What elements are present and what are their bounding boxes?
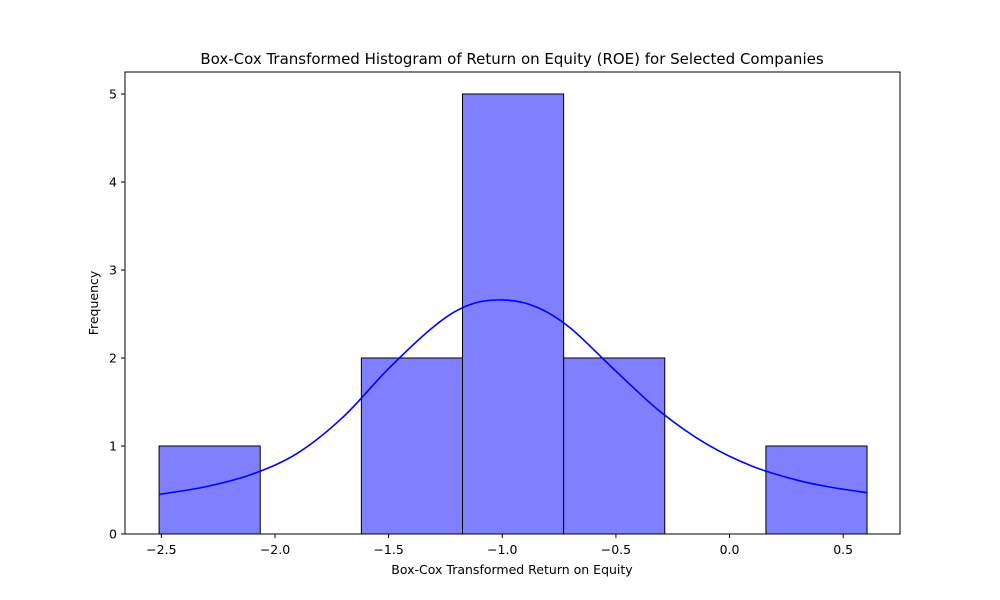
histogram-bar — [462, 93, 565, 535]
y-axis-ticks: 0 1 2 3 4 5 — [109, 87, 125, 542]
y-axis-label: Frequency — [86, 270, 101, 335]
y-tick-label: 5 — [109, 87, 117, 102]
x-tick-label: 0.5 — [833, 542, 853, 557]
y-tick-label: 1 — [109, 439, 117, 454]
histogram-bar — [563, 357, 666, 535]
y-tick-label: 2 — [109, 351, 117, 366]
x-axis-ticks: −2.5 −2.0 −1.5 −1.0 −0.5 0.0 0.5 — [146, 534, 853, 557]
chart-title: Box-Cox Transformed Histogram of Return … — [200, 50, 824, 68]
x-tick-label: −1.0 — [487, 542, 517, 557]
kde-curve — [158, 299, 868, 496]
x-tick-label: 0.0 — [720, 542, 740, 557]
x-tick-label: −2.0 — [260, 542, 290, 557]
y-tick-label: 4 — [109, 175, 117, 190]
y-tick-label: 3 — [109, 263, 117, 278]
x-tick-label: −1.5 — [373, 542, 403, 557]
histogram-bar — [158, 445, 261, 535]
x-tick-label: −2.5 — [146, 542, 176, 557]
plot-frame — [124, 71, 901, 535]
y-tick-label: 0 — [109, 527, 117, 542]
x-tick-label: −0.5 — [601, 542, 631, 557]
histogram-bars — [158, 93, 868, 535]
histogram-bar — [360, 357, 464, 535]
x-axis-label: Box-Cox Transformed Return on Equity — [391, 562, 633, 577]
